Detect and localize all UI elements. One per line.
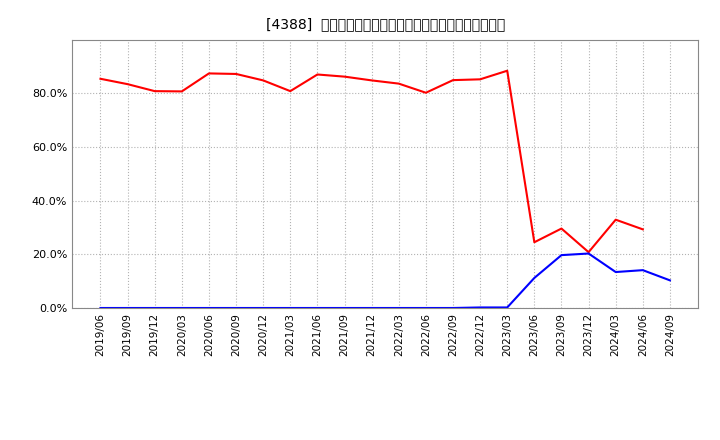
有利子負債: [367, 305, 376, 311]
有利子負債: [530, 275, 539, 281]
有利子負債: [150, 305, 159, 311]
現預金: [341, 74, 349, 79]
現預金: [204, 71, 213, 76]
現預金: [476, 77, 485, 82]
有利子負債: [259, 305, 268, 311]
有利子負債: [178, 305, 186, 311]
有利子負債: [639, 268, 647, 273]
有利子負債: [503, 305, 511, 310]
現預金: [530, 240, 539, 245]
有利子負債: [232, 305, 240, 311]
現預金: [286, 88, 294, 94]
現預金: [178, 89, 186, 94]
現預金: [123, 81, 132, 87]
現預金: [421, 90, 430, 95]
有利子負債: [421, 305, 430, 311]
現預金: [232, 71, 240, 77]
現預金: [313, 72, 322, 77]
現預金: [557, 226, 566, 231]
有利子負債: [341, 305, 349, 311]
有利子負債: [313, 305, 322, 311]
有利子負債: [449, 305, 457, 311]
現預金: [584, 249, 593, 255]
Line: 現預金: 現預金: [101, 71, 643, 252]
有利子負債: [286, 305, 294, 311]
Title: [4388]  現預金、有利子負債の総資産に対する比率の推移: [4388] 現預金、有利子負債の総資産に対する比率の推移: [266, 18, 505, 32]
有利子負債: [584, 251, 593, 256]
有利子負債: [204, 305, 213, 311]
現預金: [150, 88, 159, 94]
現預金: [449, 77, 457, 83]
現預金: [611, 217, 620, 222]
有利子負債: [123, 305, 132, 311]
有利子負債: [557, 253, 566, 258]
Line: 有利子負債: 有利子負債: [101, 253, 670, 308]
有利子負債: [476, 305, 485, 310]
現預金: [367, 78, 376, 83]
現預金: [639, 227, 647, 232]
現預金: [395, 81, 403, 86]
現預金: [96, 76, 105, 81]
有利子負債: [96, 305, 105, 311]
有利子負債: [665, 278, 674, 283]
現預金: [503, 68, 511, 73]
有利子負債: [611, 269, 620, 275]
現預金: [259, 78, 268, 83]
有利子負債: [395, 305, 403, 311]
